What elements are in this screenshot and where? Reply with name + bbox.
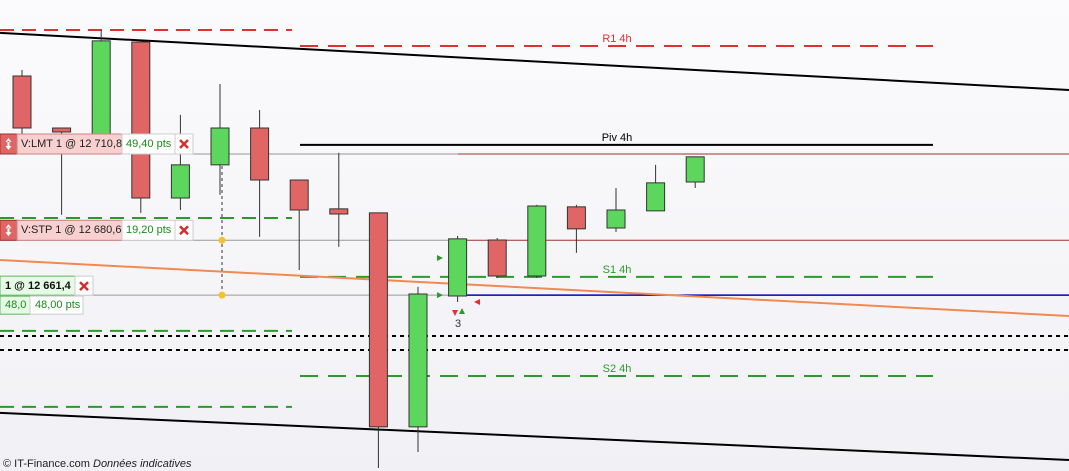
trendline bbox=[0, 411, 1069, 461]
candle-body bbox=[52, 127, 72, 133]
footer: © IT-Finance.com Données indicatives bbox=[3, 458, 192, 470]
order-dot bbox=[218, 236, 226, 244]
candle-body bbox=[131, 41, 151, 199]
cancel-icon[interactable] bbox=[179, 139, 189, 149]
trendline bbox=[0, 31, 1069, 91]
marker bbox=[452, 310, 458, 316]
pivot-label: Piv 4h bbox=[602, 132, 633, 144]
candle-body bbox=[250, 127, 270, 181]
candle-body bbox=[566, 206, 586, 230]
candle-body bbox=[289, 179, 309, 211]
pivot-label: R1 4h bbox=[602, 33, 631, 45]
position-label: 1 @ 12 661,4 bbox=[5, 280, 72, 292]
pivot-label: S2 4h bbox=[603, 363, 632, 375]
candle-body bbox=[527, 205, 547, 277]
marker bbox=[437, 255, 443, 261]
candle-body bbox=[91, 40, 111, 146]
position-distance: 48,00 pts bbox=[35, 299, 81, 311]
position-distance-box bbox=[29, 295, 84, 315]
marker bbox=[474, 299, 480, 305]
candle-body bbox=[646, 182, 666, 212]
candle-body bbox=[210, 127, 230, 166]
order-distance: 19,20 pts bbox=[126, 224, 172, 236]
candle-body bbox=[685, 156, 705, 183]
candle-body bbox=[448, 238, 468, 297]
candle-body bbox=[606, 209, 626, 229]
cancel-icon[interactable] bbox=[179, 225, 189, 236]
candle-body bbox=[408, 293, 428, 428]
candle-body bbox=[12, 75, 32, 129]
candle-body bbox=[170, 164, 190, 199]
position-points: 48,0 bbox=[5, 299, 26, 311]
cancel-icon[interactable] bbox=[79, 281, 89, 292]
candle-body bbox=[368, 212, 388, 428]
note: Données indicatives bbox=[93, 458, 192, 470]
marker bbox=[437, 292, 443, 299]
order-dot bbox=[218, 291, 226, 299]
handle-icon bbox=[5, 224, 12, 237]
order-distance: 49,40 pts bbox=[126, 138, 172, 150]
candle-body bbox=[329, 208, 349, 215]
marker bbox=[459, 308, 465, 314]
handle-icon bbox=[5, 138, 12, 150]
trendline bbox=[0, 259, 1069, 317]
order-label: V:STP 1 @ 12 680,6 bbox=[21, 224, 121, 236]
source: © IT-Finance.com bbox=[3, 458, 90, 470]
order-label: V:LMT 1 @ 12 710,8 bbox=[21, 138, 122, 150]
candle-body bbox=[487, 239, 507, 277]
marker-label: 3 bbox=[455, 318, 461, 330]
pivot-label: S1 4h bbox=[603, 264, 632, 276]
